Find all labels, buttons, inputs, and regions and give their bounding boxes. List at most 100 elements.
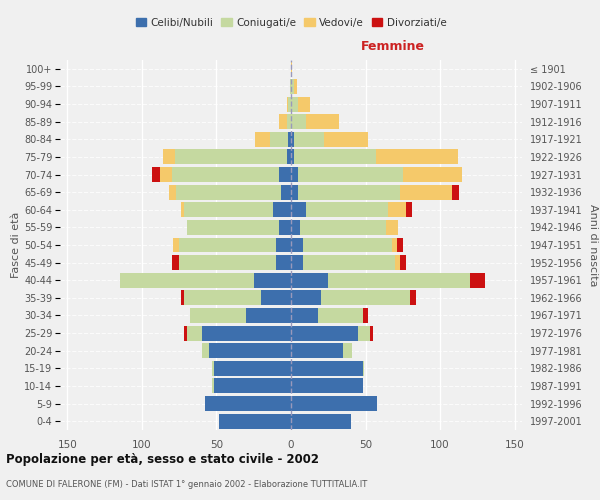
Bar — [179, 255, 276, 270]
Bar — [276, 255, 291, 270]
Bar — [291, 343, 343, 358]
Bar — [376, 150, 458, 164]
Bar — [187, 326, 202, 340]
Bar — [388, 202, 406, 218]
Bar — [176, 184, 281, 200]
Bar — [291, 238, 303, 252]
Bar — [395, 255, 400, 270]
Bar — [303, 255, 395, 270]
Bar — [212, 361, 214, 376]
Bar — [279, 114, 287, 129]
Bar — [184, 290, 261, 306]
Bar — [202, 343, 209, 358]
Bar — [287, 150, 291, 164]
Bar — [294, 132, 324, 147]
Bar — [370, 326, 373, 340]
Bar — [205, 396, 291, 411]
Bar — [279, 167, 291, 182]
Bar — [281, 184, 291, 200]
Bar — [291, 290, 321, 306]
Legend: Celibi/Nubili, Coniugati/e, Vedovi/e, Divorziati/e: Celibi/Nubili, Coniugati/e, Vedovi/e, Di… — [131, 14, 451, 32]
Bar — [190, 308, 246, 323]
Bar — [321, 290, 410, 306]
Bar — [291, 132, 294, 147]
Bar — [300, 220, 386, 235]
Bar — [410, 290, 416, 306]
Bar — [358, 326, 370, 340]
Bar — [291, 273, 328, 287]
Y-axis label: Fasce di età: Fasce di età — [11, 212, 21, 278]
Text: Femmine: Femmine — [361, 40, 425, 52]
Bar — [294, 150, 376, 164]
Bar — [362, 361, 364, 376]
Bar — [288, 132, 291, 147]
Bar — [255, 132, 270, 147]
Bar — [291, 308, 318, 323]
Bar — [160, 167, 172, 182]
Bar — [181, 290, 184, 306]
Bar — [179, 238, 276, 252]
Bar — [291, 96, 298, 112]
Bar — [291, 114, 306, 129]
Bar — [172, 255, 179, 270]
Bar — [298, 184, 400, 200]
Y-axis label: Anni di nascita: Anni di nascita — [588, 204, 598, 286]
Bar — [291, 202, 306, 218]
Bar — [214, 378, 291, 394]
Bar — [406, 202, 412, 218]
Bar — [288, 96, 291, 112]
Bar — [291, 220, 300, 235]
Bar — [291, 378, 362, 394]
Bar — [270, 132, 288, 147]
Bar — [119, 273, 254, 287]
Bar — [254, 273, 291, 287]
Bar — [470, 273, 485, 287]
Bar — [403, 167, 463, 182]
Bar — [181, 202, 184, 218]
Bar — [214, 361, 291, 376]
Bar — [362, 308, 368, 323]
Bar — [187, 220, 279, 235]
Bar — [324, 132, 368, 147]
Text: COMUNE DI FALERONE (FM) - Dati ISTAT 1° gennaio 2002 - Elaborazione TUTTITALIA.I: COMUNE DI FALERONE (FM) - Dati ISTAT 1° … — [6, 480, 367, 489]
Text: Popolazione per età, sesso e stato civile - 2002: Popolazione per età, sesso e stato civil… — [6, 452, 319, 466]
Bar — [303, 238, 392, 252]
Bar — [276, 238, 291, 252]
Bar — [298, 167, 403, 182]
Bar — [452, 184, 460, 200]
Bar — [343, 343, 352, 358]
Bar — [386, 220, 398, 235]
Bar — [291, 79, 294, 94]
Bar — [291, 62, 292, 76]
Bar — [291, 255, 303, 270]
Bar — [184, 326, 187, 340]
Bar — [279, 220, 291, 235]
Bar — [298, 96, 310, 112]
Bar — [246, 308, 291, 323]
Bar — [287, 96, 288, 112]
Bar — [287, 114, 291, 129]
Bar — [184, 202, 273, 218]
Bar — [291, 326, 358, 340]
Bar — [173, 238, 179, 252]
Bar — [318, 308, 362, 323]
Bar — [169, 184, 176, 200]
Bar — [202, 326, 291, 340]
Bar — [392, 238, 397, 252]
Bar — [397, 238, 403, 252]
Bar — [163, 150, 175, 164]
Bar — [306, 114, 338, 129]
Bar — [291, 167, 298, 182]
Bar — [291, 184, 298, 200]
Bar — [328, 273, 470, 287]
Bar — [175, 150, 287, 164]
Bar — [291, 150, 294, 164]
Bar — [400, 255, 406, 270]
Bar — [152, 167, 160, 182]
Bar — [261, 290, 291, 306]
Bar — [291, 396, 377, 411]
Bar — [220, 414, 291, 428]
Bar — [172, 167, 279, 182]
Bar — [291, 414, 350, 428]
Bar — [294, 79, 297, 94]
